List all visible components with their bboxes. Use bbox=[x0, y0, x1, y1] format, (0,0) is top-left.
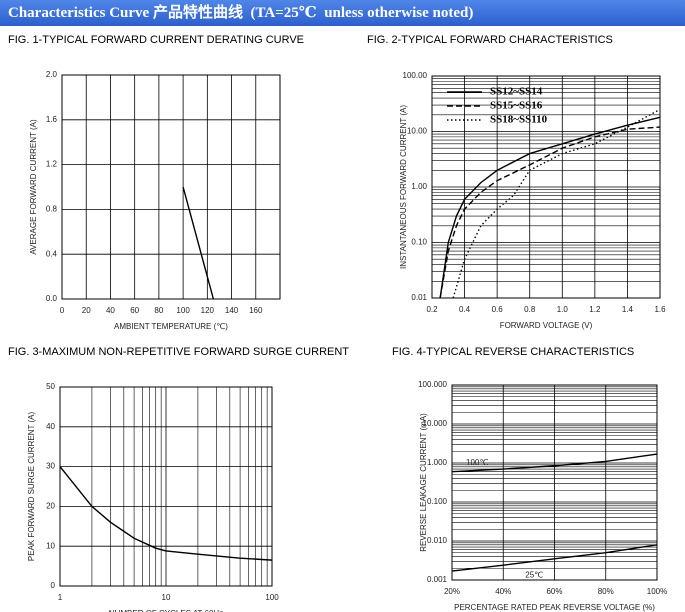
y-axis-label: AVERAGE FORWARD CURRENT (A) bbox=[29, 119, 38, 255]
y-tick-label: 0.4 bbox=[46, 249, 58, 258]
x-tick-label: 20% bbox=[444, 587, 460, 596]
series-line bbox=[452, 108, 661, 299]
x-axis-label: PERCENTAGE RATED PEAK REVERSE VOLTAGE (%… bbox=[454, 603, 655, 612]
x-tick-label: 100% bbox=[647, 587, 667, 596]
y-tick-label: 1.00 bbox=[411, 182, 427, 191]
y-tick-label: 100.000 bbox=[418, 380, 447, 389]
y-tick-label: 0.100 bbox=[427, 497, 448, 506]
x-tick-label: 0.2 bbox=[426, 305, 438, 314]
x-tick-label: 80% bbox=[598, 587, 614, 596]
y-tick-label: 0.01 bbox=[411, 293, 427, 302]
x-axis-label: FORWARD VOLTAGE (V) bbox=[500, 321, 593, 330]
plot-area bbox=[61, 74, 281, 300]
x-tick-label: 1.6 bbox=[654, 305, 666, 314]
series-line bbox=[439, 126, 661, 299]
y-tick-label: 0.0 bbox=[46, 294, 58, 303]
series-line bbox=[59, 466, 273, 561]
chart-title: FIG. 2-TYPICAL FORWARD CHARACTERISTICS bbox=[367, 34, 613, 46]
x-tick-label: 100 bbox=[265, 593, 279, 602]
legend-label: SS15~SS16 bbox=[490, 100, 543, 112]
x-tick-label: 160 bbox=[249, 306, 263, 315]
x-tick-label: 0.8 bbox=[524, 305, 536, 314]
y-tick-label: 0.8 bbox=[46, 205, 58, 214]
y-tick-label: 50 bbox=[46, 382, 55, 391]
y-tick-label: 0.001 bbox=[427, 575, 448, 584]
y-tick-label: 1.000 bbox=[427, 458, 448, 467]
y-tick-label: 10.000 bbox=[423, 419, 448, 428]
x-tick-label: 10 bbox=[162, 593, 171, 602]
x-axis-label: NUMBER OF CYCLES AT 60Hz bbox=[109, 609, 223, 612]
series-line bbox=[451, 453, 658, 473]
legend-label: SS12~SS14 bbox=[490, 86, 543, 98]
y-tick-label: 1.6 bbox=[46, 115, 58, 124]
legend-label: SS18~SS110 bbox=[490, 114, 548, 126]
y-axis-label: PEAK FORWARD SURGE CURRENT (A) bbox=[27, 412, 36, 562]
x-tick-label: 140 bbox=[225, 306, 239, 315]
y-tick-label: 20 bbox=[46, 502, 55, 511]
x-tick-label: 1 bbox=[58, 593, 63, 602]
x-tick-label: 1.0 bbox=[557, 305, 569, 314]
series-line bbox=[182, 186, 215, 300]
y-tick-label: 0 bbox=[51, 581, 56, 590]
x-tick-label: 120 bbox=[201, 306, 215, 315]
y-tick-label: 1.2 bbox=[46, 160, 58, 169]
y-tick-label: 30 bbox=[46, 462, 55, 471]
x-tick-label: 40 bbox=[106, 306, 115, 315]
x-tick-label: 0.6 bbox=[492, 305, 504, 314]
chart-title: FIG. 4-TYPICAL REVERSE CHARACTERISTICS bbox=[392, 346, 634, 358]
x-tick-label: 1.2 bbox=[589, 305, 601, 314]
x-tick-label: 20 bbox=[82, 306, 91, 315]
y-axis-label: REVERSE LEAKAGE CURRENT (mA) bbox=[419, 413, 428, 552]
x-tick-label: 0 bbox=[60, 306, 65, 315]
y-tick-label: 10 bbox=[46, 541, 55, 550]
y-tick-label: 40 bbox=[46, 422, 55, 431]
series-line bbox=[439, 116, 661, 299]
x-tick-label: 1.4 bbox=[622, 305, 634, 314]
y-tick-label: 2.0 bbox=[46, 70, 58, 79]
y-axis-label: INSTANTANEOUS FORWARD CURRENT (A) bbox=[399, 105, 408, 269]
y-tick-label: 0.10 bbox=[411, 238, 427, 247]
header-title: Characteristics Curve 产品特性曲线 (TA=25℃ unl… bbox=[0, 0, 685, 26]
x-tick-label: 60 bbox=[130, 306, 139, 315]
chart-title: FIG. 3-MAXIMUM NON-REPETITIVE FORWARD SU… bbox=[8, 346, 349, 358]
y-tick-label: 10.00 bbox=[407, 127, 428, 136]
series-label: 25℃ bbox=[525, 570, 543, 579]
x-tick-label: 80 bbox=[154, 306, 163, 315]
x-tick-label: 60% bbox=[546, 587, 562, 596]
y-tick-label: 0.010 bbox=[427, 536, 448, 545]
chart-title: FIG. 1-TYPICAL FORWARD CURRENT DERATING … bbox=[8, 34, 304, 46]
x-tick-label: 0.4 bbox=[459, 305, 471, 314]
x-axis-label: AMBIENT TEMPERATURE (℃) bbox=[114, 322, 228, 331]
y-tick-label: 100.00 bbox=[403, 71, 428, 80]
x-tick-label: 100 bbox=[176, 306, 190, 315]
series-label: 100℃ bbox=[466, 458, 488, 467]
x-tick-label: 40% bbox=[495, 587, 511, 596]
series-line bbox=[451, 544, 658, 572]
